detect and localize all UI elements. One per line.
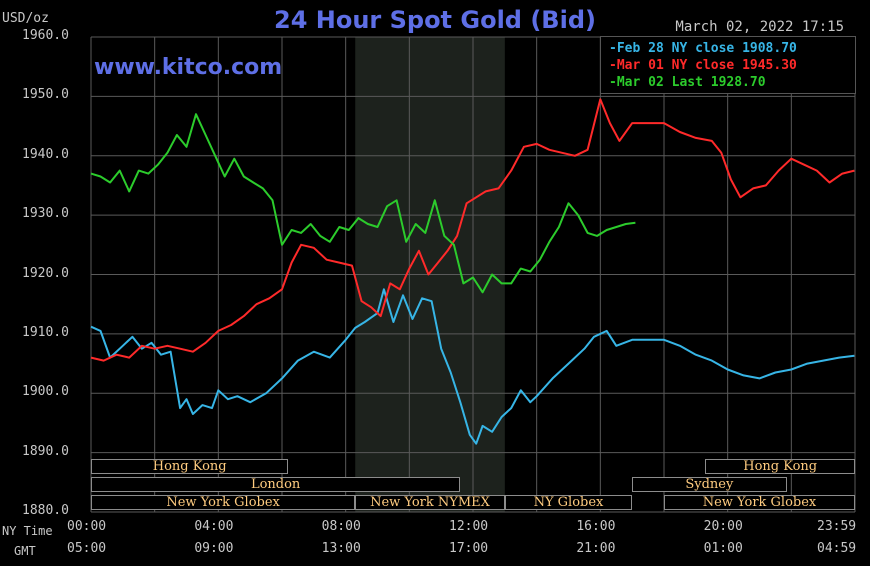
x-tick-ny: 20:00: [703, 519, 743, 534]
y-tick-label: 1920.0: [22, 265, 69, 281]
x-tick-ny: 16:00: [576, 519, 616, 534]
market-session-bar: Hong Kong: [91, 459, 289, 474]
timestamp: March 02, 2022 17:15: [675, 19, 844, 35]
series-line-3: [90, 113, 636, 294]
market-session-bar: New York NYMEX: [355, 495, 505, 510]
y-tick-label: 1940.0: [22, 146, 69, 162]
market-session-bar: Sydney: [632, 477, 787, 492]
series-line-2: [90, 98, 855, 362]
x-tick-ny: 04:00: [194, 519, 234, 534]
y-axis-unit: USD/oz: [2, 11, 49, 26]
x-tick-ny: 23:59: [817, 519, 857, 534]
legend-entry-mar01: -Mar 01 NY close 1945.30: [609, 58, 797, 73]
y-tick-label: 1900.0: [22, 384, 69, 400]
legend-entry-mar02: -Mar 02 Last 1928.70: [609, 75, 766, 90]
chart-title: 24 Hour Spot Gold (Bid): [274, 6, 596, 34]
series-line-1: [90, 288, 855, 445]
x-tick-ny: 00:00: [67, 519, 107, 534]
y-tick-label: 1890.0: [22, 443, 69, 459]
gmt-label: GMT: [14, 544, 36, 558]
y-tick-label: 1910.0: [22, 324, 69, 340]
y-tick-label: 1880.0: [22, 503, 69, 518]
x-tick-gmt: 13:00: [321, 541, 361, 556]
y-tick-label: 1930.0: [22, 206, 69, 222]
x-tick-gmt: 05:00: [67, 541, 107, 556]
x-tick-gmt: 17:00: [449, 541, 489, 556]
y-tick-label: 1960.0: [22, 28, 69, 43]
website-watermark: www.kitco.com: [94, 55, 283, 80]
x-tick-gmt: 21:00: [576, 541, 616, 556]
x-tick-ny: 12:00: [449, 519, 489, 534]
legend-entry-feb28: -Feb 28 NY close 1908.70: [609, 41, 797, 56]
chart-legend: -Feb 28 NY close 1908.70 -Mar 01 NY clos…: [600, 36, 856, 94]
market-session-bar: London: [91, 477, 461, 492]
market-session-bar: New York Globex: [664, 495, 855, 510]
market-session-bar: Hong Kong: [705, 459, 855, 474]
ny-time-label: NY Time: [2, 524, 53, 538]
market-session-bar: NY Globex: [504, 495, 633, 510]
y-tick-label: 1950.0: [22, 87, 69, 103]
x-tick-gmt: 01:00: [703, 541, 743, 556]
x-tick-gmt: 04:59: [817, 541, 857, 556]
x-tick-gmt: 09:00: [194, 541, 234, 556]
x-tick-ny: 08:00: [321, 519, 361, 534]
market-session-bar: New York Globex: [91, 495, 356, 510]
